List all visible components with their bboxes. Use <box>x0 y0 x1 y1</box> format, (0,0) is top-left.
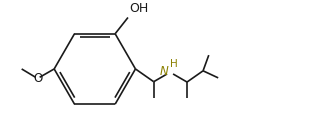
Text: O: O <box>33 72 43 85</box>
Text: H: H <box>170 59 178 69</box>
Text: N: N <box>160 65 169 78</box>
Text: OH: OH <box>129 2 148 15</box>
